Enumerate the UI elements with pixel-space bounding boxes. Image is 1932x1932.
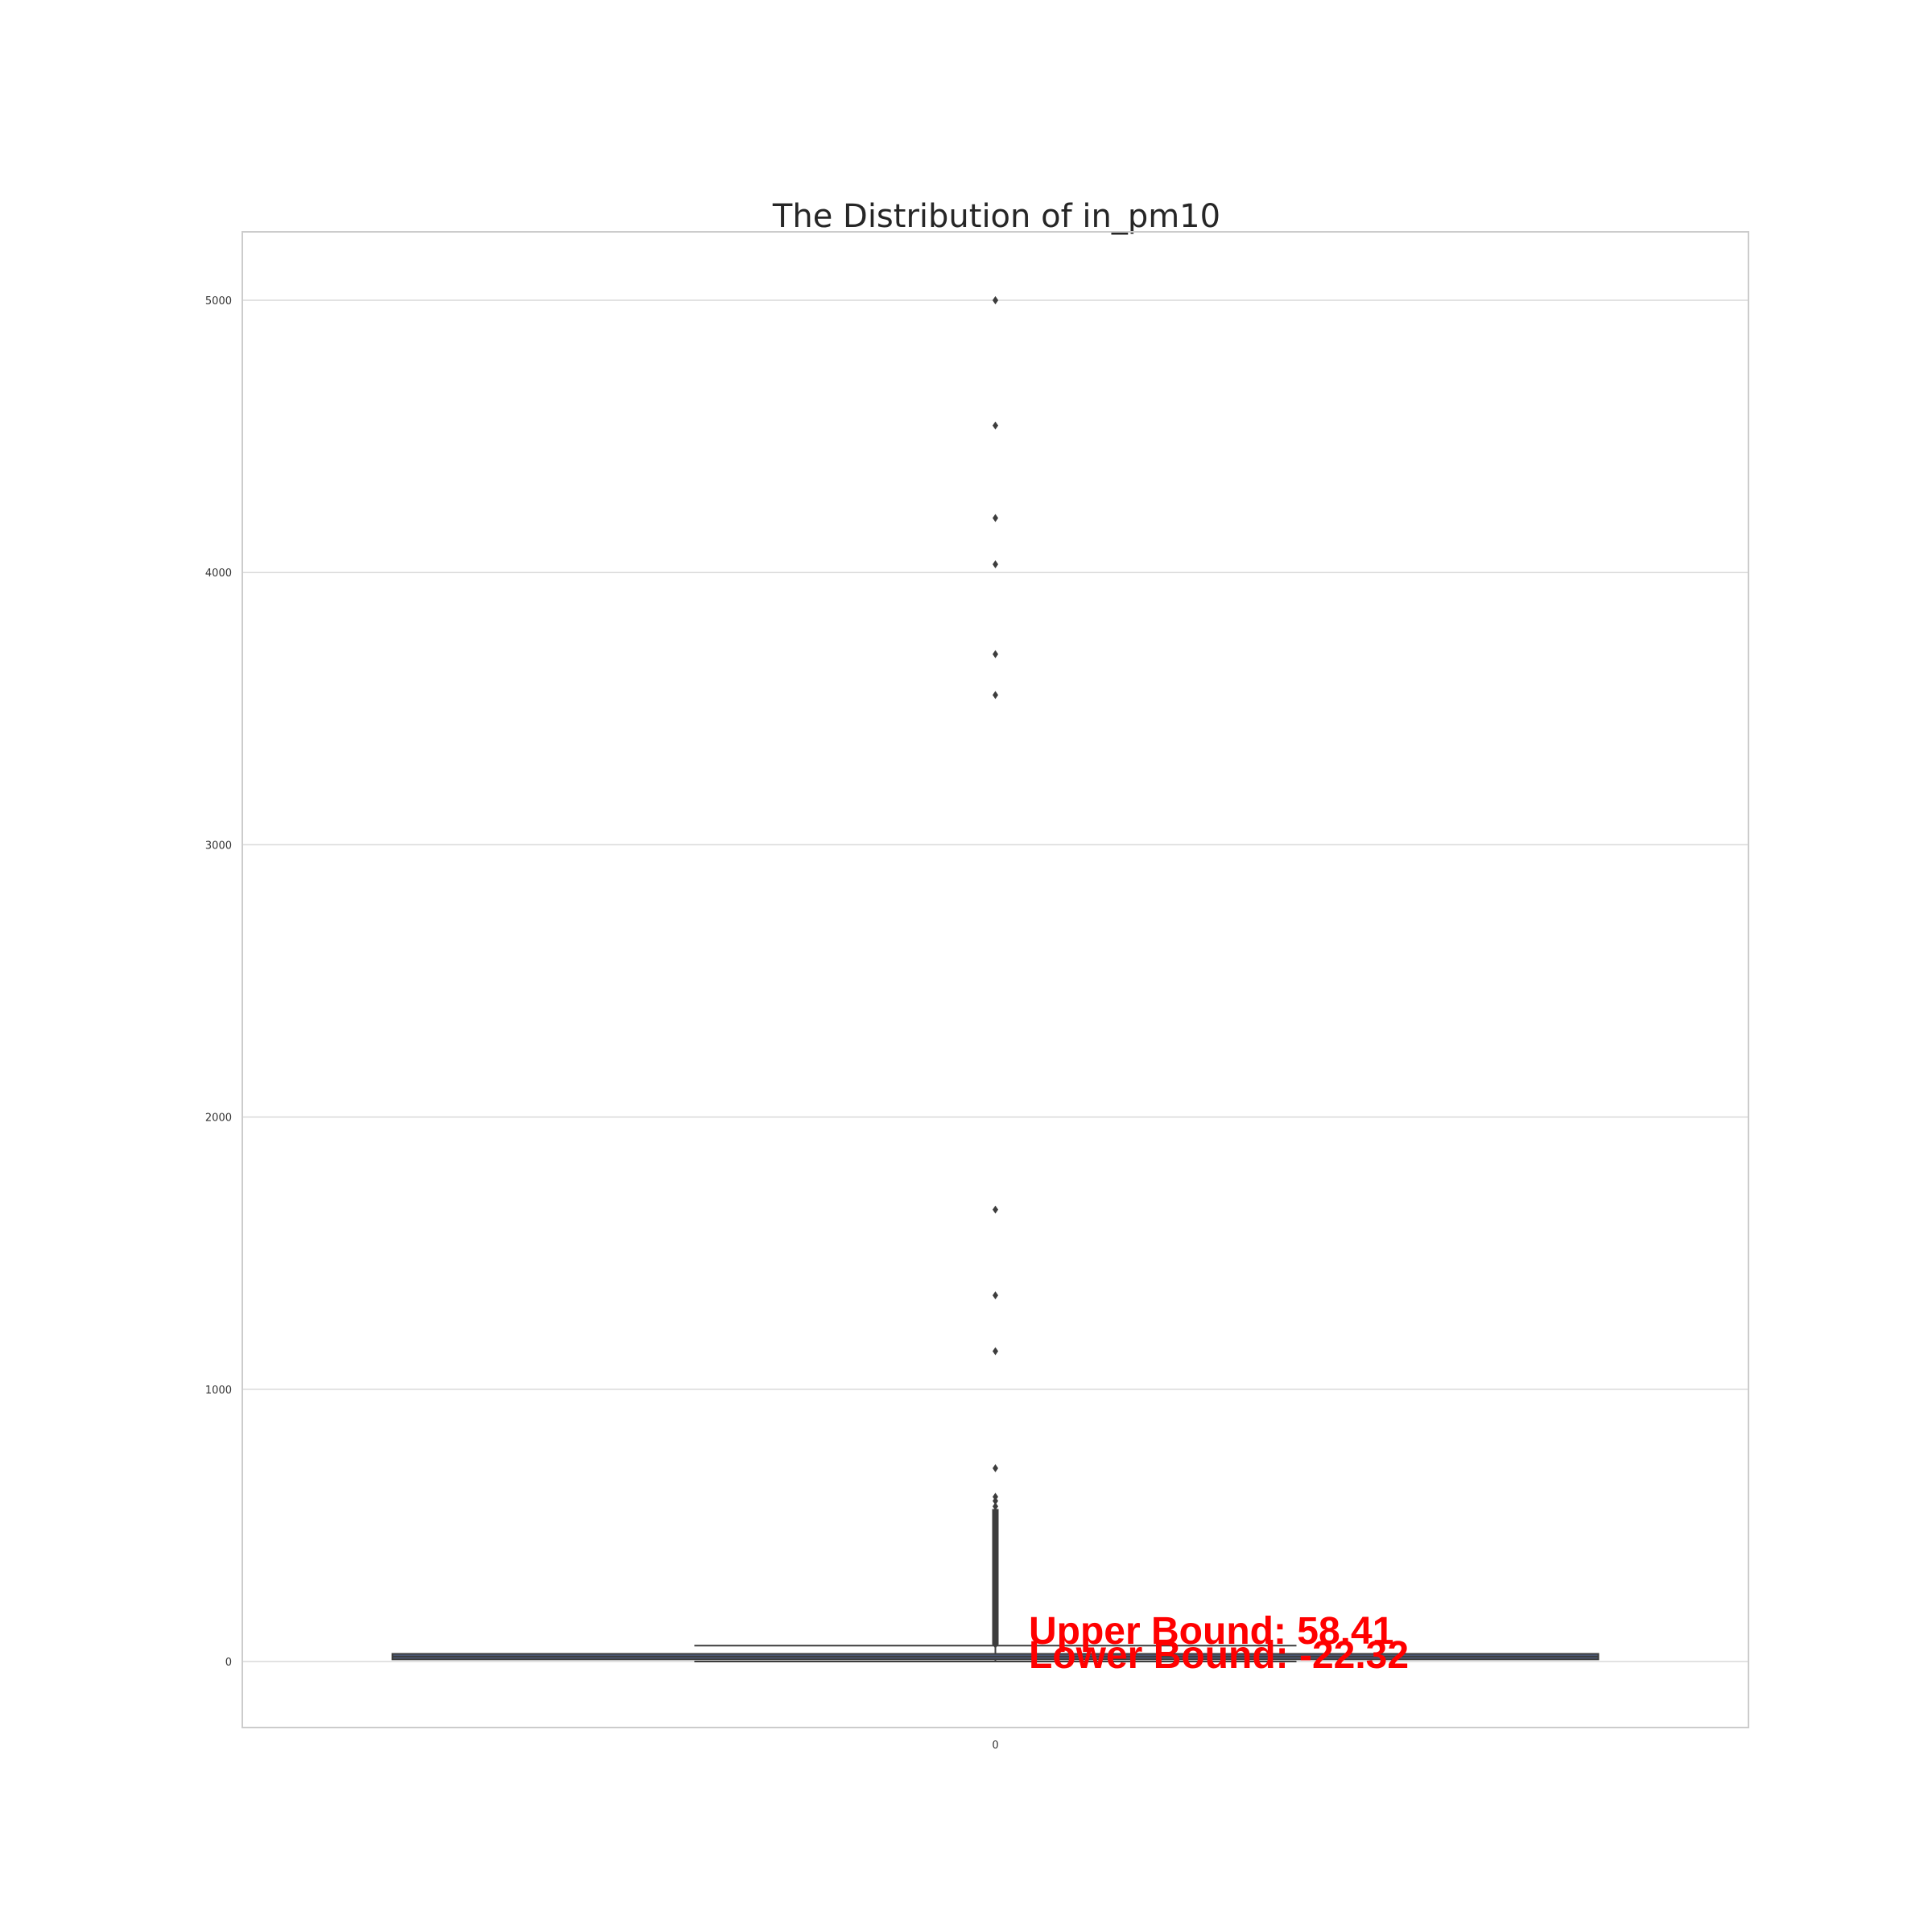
plot-frame: [242, 231, 1749, 1728]
outlier-point: [993, 1205, 998, 1214]
outlier-point: [993, 1291, 998, 1300]
outlier-point: [993, 1347, 998, 1356]
y-tick-label: 3000: [205, 840, 232, 852]
outlier-point: [993, 560, 998, 569]
outlier-point: [993, 650, 998, 658]
box-group: [391, 1645, 1600, 1662]
y-tick-label: 5000: [205, 295, 232, 308]
outlier-point: [993, 296, 998, 304]
x-tick-label: 0: [992, 1740, 998, 1752]
outlier-points: [992, 296, 999, 1649]
outlier-point: [993, 421, 998, 430]
y-tick-label: 2000: [205, 1113, 232, 1125]
gridlines: [242, 299, 1748, 1662]
outlier-cluster: [992, 1509, 999, 1645]
x-axis-ticks: 0: [992, 1740, 998, 1752]
chart-title: The Distribution of in_pm10: [772, 198, 1220, 235]
outlier-point: [993, 1463, 998, 1472]
annotation-text: Lower Bound: -22.32: [1029, 1634, 1409, 1677]
outlier-point: [993, 514, 998, 522]
annotation-text: Upper Bound: 58.41: [1029, 1610, 1393, 1653]
outlier-point: [993, 1496, 998, 1505]
outlier-point: [993, 691, 998, 700]
outlier-point: [993, 1502, 998, 1511]
y-axis-ticks: 0 1000 2000 3000 4000 5000: [205, 295, 232, 1669]
y-tick-label: 0: [225, 1657, 232, 1669]
y-tick-label: 1000: [205, 1385, 232, 1397]
outlier-point: [993, 1492, 998, 1501]
y-tick-label: 4000: [205, 568, 232, 580]
